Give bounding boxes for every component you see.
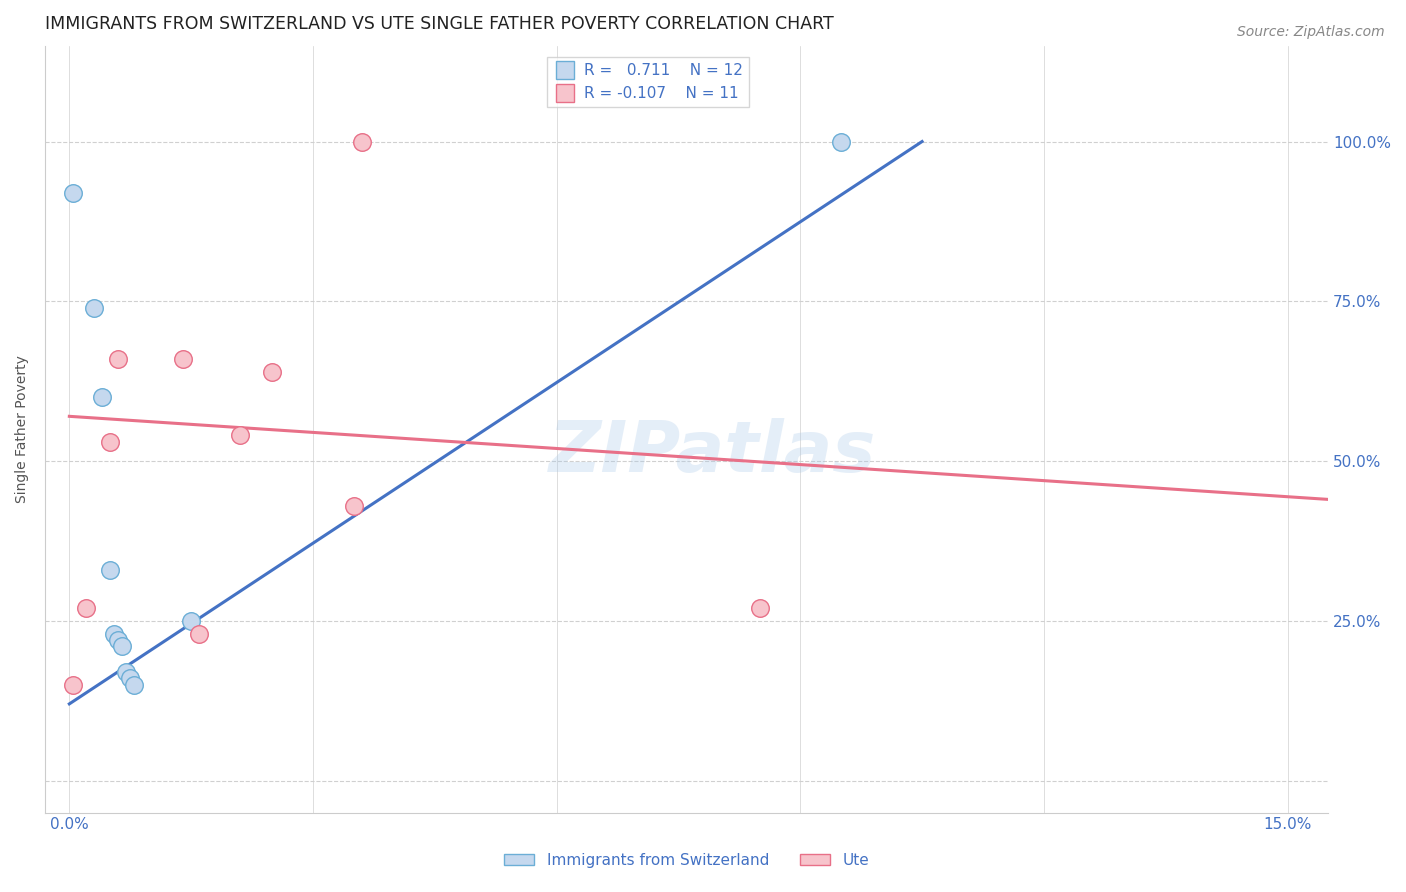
Point: [107, 632, 129, 647]
Legend: R =   0.711    N = 12, R = -0.107    N = 11: R = 0.711 N = 12, R = -0.107 N = 11: [547, 57, 749, 107]
Text: IMMIGRANTS FROM SWITZERLAND VS UTE SINGLE FATHER POVERTY CORRELATION CHART: IMMIGRANTS FROM SWITZERLAND VS UTE SINGL…: [45, 15, 834, 33]
Point: [90, 390, 112, 404]
Point: [62, 186, 84, 200]
Point: [350, 135, 373, 149]
Point: [229, 428, 252, 442]
Point: [188, 626, 211, 640]
Point: [107, 351, 129, 366]
Point: [98, 563, 121, 577]
Point: [262, 365, 284, 379]
Point: [103, 626, 125, 640]
Point: [172, 351, 194, 366]
Text: ZIPatlas: ZIPatlas: [548, 417, 876, 487]
Point: [830, 135, 852, 149]
Point: [342, 499, 364, 513]
Point: [83, 301, 105, 315]
Y-axis label: Single Father Poverty: Single Father Poverty: [15, 355, 30, 503]
Point: [180, 614, 202, 628]
Point: [62, 678, 84, 692]
Point: [75, 601, 97, 615]
Point: [98, 434, 121, 449]
Point: [748, 601, 770, 615]
Point: [124, 678, 146, 692]
Text: Source: ZipAtlas.com: Source: ZipAtlas.com: [1237, 25, 1385, 39]
Point: [120, 671, 142, 685]
Point: [111, 640, 134, 654]
Point: [115, 665, 138, 679]
